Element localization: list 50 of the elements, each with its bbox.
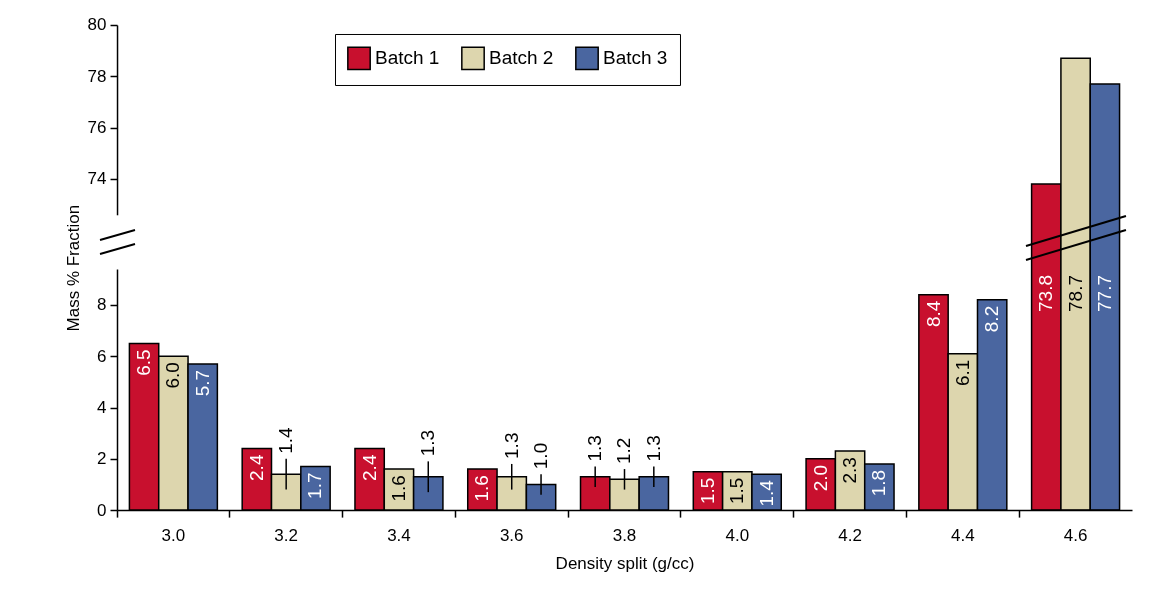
y-axis-title: Mass % Fraction — [64, 204, 84, 332]
x-tick-label: 4.2 — [838, 525, 862, 545]
y-tick-label: 2 — [97, 449, 107, 469]
text: 77.7 — [1093, 274, 1115, 312]
data-label: 1.0 — [530, 442, 552, 469]
y-tick-label: 74 — [87, 169, 107, 189]
y-tick-label: 6 — [97, 346, 107, 366]
data-label: 6.5 — [133, 349, 155, 376]
data-label: 1.4 — [755, 480, 777, 507]
text: 78.7 — [1064, 274, 1086, 312]
x-tick-label: 4.4 — [951, 525, 975, 545]
data-label: 8.2 — [981, 305, 1003, 332]
y-tick-label: 8 — [97, 295, 107, 315]
data-label: 2.4 — [358, 454, 380, 481]
y-tick-label: 76 — [87, 118, 107, 138]
data-label: 2.4 — [245, 454, 267, 481]
x-tick-label: 3.0 — [161, 525, 186, 545]
data-label: 1.3 — [500, 432, 522, 459]
x-tick-label: 3.8 — [612, 525, 637, 545]
data-label: 1.6 — [387, 474, 409, 502]
x-tick-label: 4.0 — [725, 525, 750, 545]
data-label: 8.4 — [922, 300, 944, 327]
x-tick-label: 3.4 — [387, 525, 411, 545]
data-label: 1.8 — [868, 469, 890, 497]
text: 73.8 — [1035, 274, 1057, 312]
x-tick-label: 4.6 — [1063, 525, 1088, 545]
data-label: 1.6 — [471, 474, 493, 502]
legend-label: Batch 1 — [375, 47, 440, 69]
data-label: 6.1 — [951, 359, 973, 386]
y-tick-label: 80 — [87, 15, 107, 35]
x-tick-label: 3.2 — [274, 525, 298, 545]
y-tick-label: 4 — [97, 397, 107, 417]
data-label: 1.3 — [584, 434, 606, 462]
data-label: 1.4 — [275, 427, 297, 454]
y-tick-label: 0 — [97, 500, 107, 520]
x-tick-label: 3.6 — [499, 525, 524, 545]
data-label: 6.0 — [162, 362, 184, 389]
data-label: 1.3 — [417, 429, 439, 457]
data-label: 1.5 — [696, 477, 718, 504]
x-axis-title: Density split (g/cc) — [555, 553, 695, 573]
data-label: 1.5 — [726, 477, 748, 504]
data-label: 1.3 — [642, 434, 664, 462]
data-label: 2.0 — [809, 464, 831, 492]
legend-label: Batch 2 — [489, 47, 554, 69]
data-label: 1.7 — [304, 472, 326, 499]
data-label: 5.7 — [191, 369, 213, 397]
legend-label: Batch 3 — [603, 47, 668, 69]
data-label: 1.2 — [613, 437, 635, 464]
data-label: 2.3 — [839, 456, 861, 484]
y-tick-label: 78 — [87, 66, 107, 86]
